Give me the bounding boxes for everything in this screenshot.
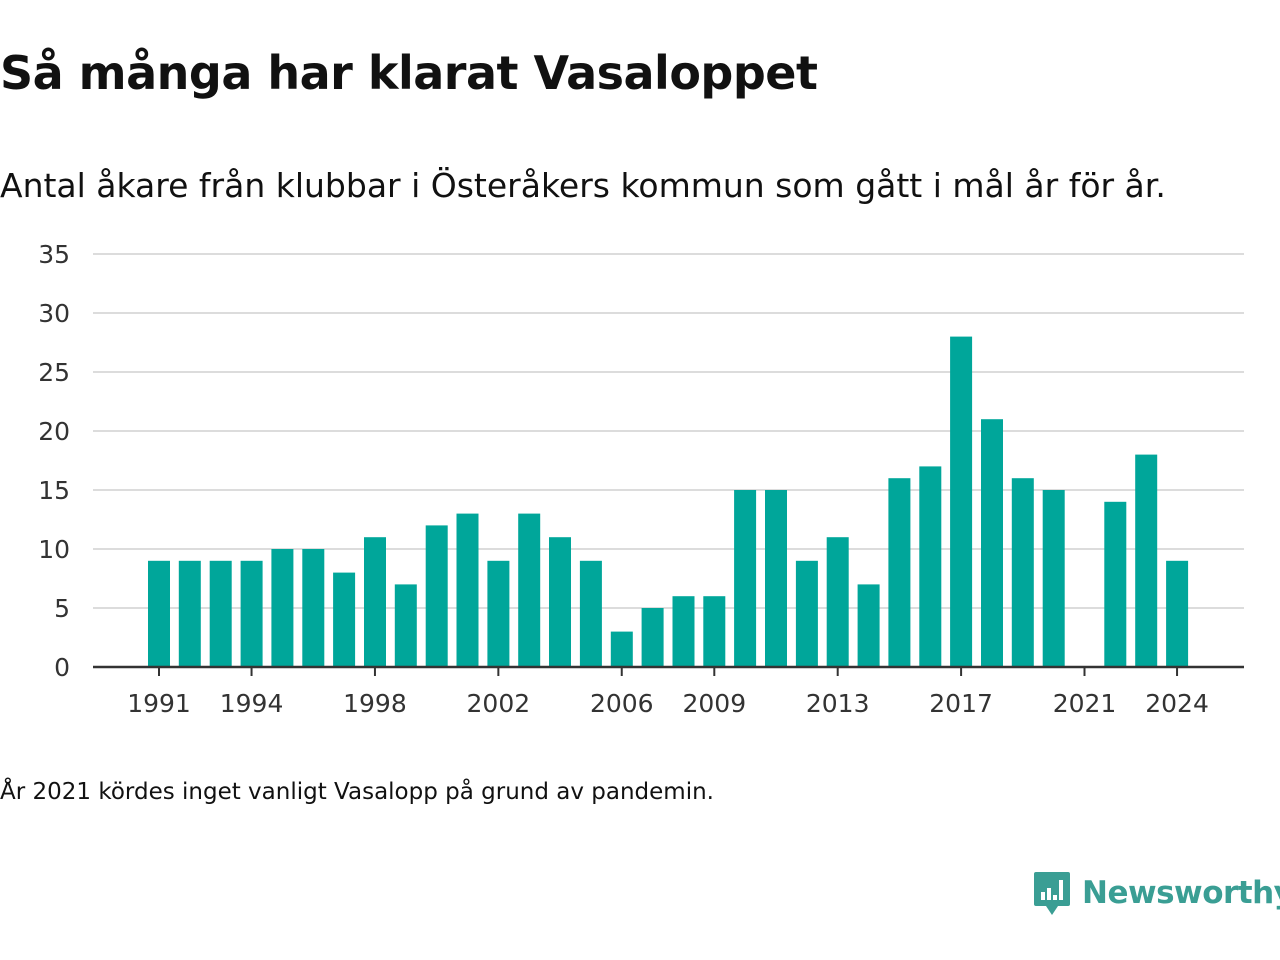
bars [148,336,1189,667]
bar [950,336,973,667]
bar [703,596,726,667]
tick-labels: 0 5 10 15 20 25 30 35 1991 1994 1998 2002 2006 2009 20… [38,240,1209,718]
y-tick-label: 5 [54,594,70,623]
y-tick-label: 10 [38,535,70,564]
x-tick-label: 2021 [1053,689,1117,718]
bar [919,466,942,667]
x-tick-label: 2017 [929,689,993,718]
bar [487,560,510,667]
brand-name: Newsworthy [1082,875,1280,911]
grid-lines [93,253,1244,609]
y-tick-label: 35 [38,240,70,269]
bar [1104,501,1127,667]
bar [148,560,170,667]
y-tick-label: 0 [54,653,70,682]
bar [549,537,571,667]
x-tick-label: 1991 [127,689,191,718]
x-tick-label: 1998 [343,689,407,718]
bar [1166,560,1189,667]
bar [1011,478,1034,667]
x-tick-label: 2006 [590,689,654,718]
bar [1042,490,1065,667]
bar [672,596,695,667]
bar [641,608,664,667]
bar [271,549,294,667]
y-tick-label: 25 [38,358,70,387]
y-tick-label: 30 [38,299,70,328]
bar [857,584,880,667]
x-tick-label: 2013 [806,689,870,718]
bar [981,419,1003,667]
y-tick-label: 15 [38,476,70,505]
y-tick-label: 20 [38,417,70,446]
bar [425,525,448,667]
bar [302,549,325,667]
bar [456,513,479,667]
bar [394,584,417,667]
footnote: År 2021 kördes inget vanligt Vasalopp på… [0,779,714,805]
bar [579,560,602,667]
bar [888,478,911,667]
axes [93,665,1244,676]
bar-chart: 0 5 10 15 20 25 30 35 1991 1994 1998 2002 2006 2009 20… [38,240,1244,718]
brand-logo: Newsworthy [1032,868,1280,918]
bar [765,490,787,667]
bar [333,572,356,667]
bar [734,490,757,667]
bar [364,537,386,667]
bar [240,560,263,667]
bar [826,537,849,667]
bar [795,560,818,667]
x-tick-label: 2002 [467,689,531,718]
x-tick-label: 1994 [220,689,284,718]
x-tick-label: 2024 [1145,689,1209,718]
bar [209,560,232,667]
chart-title: Så många har klarat Vasaloppet [0,46,818,100]
bar [610,631,633,667]
x-tick-label: 2009 [682,689,746,718]
bar [178,560,201,667]
newsworthy-logo-icon [1034,872,1070,915]
chart-subtitle: Antal åkare från klubbar i Österåkers ko… [0,166,1166,205]
bar [1135,454,1158,667]
bar [518,513,541,667]
